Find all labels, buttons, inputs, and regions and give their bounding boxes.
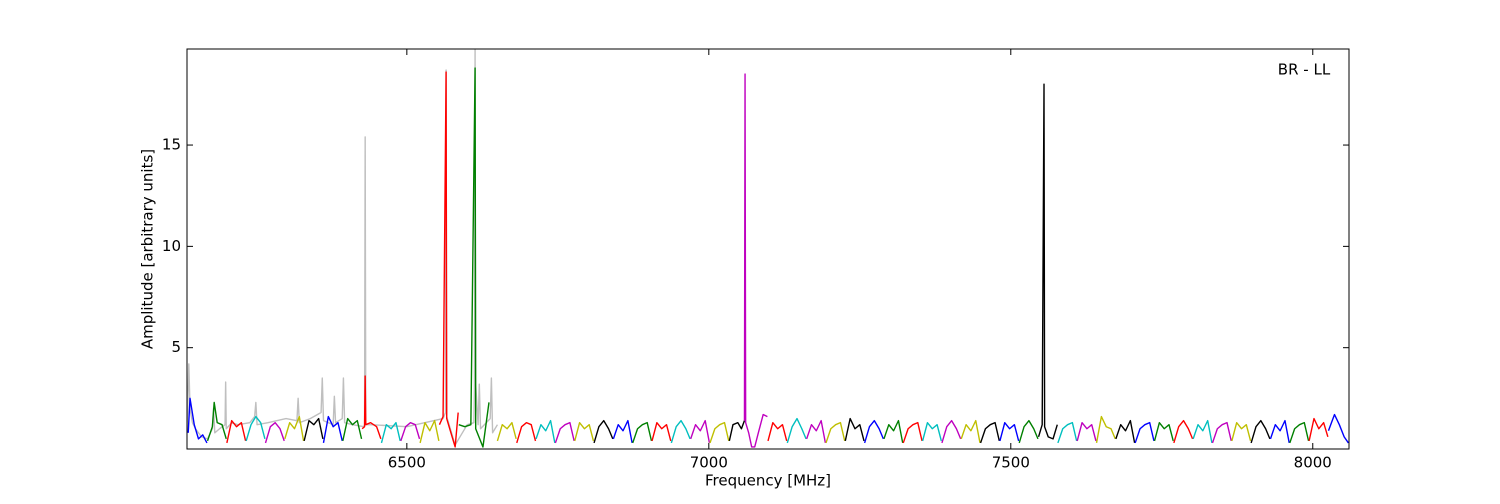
series-line	[863, 419, 884, 444]
series-line	[342, 417, 363, 442]
y-axis-label: Amplitude [arbitrary units]	[139, 149, 157, 349]
y-tick-label: 15	[162, 136, 181, 154]
series-line	[1269, 419, 1290, 444]
series-line	[805, 419, 827, 444]
series-line	[245, 415, 266, 442]
series-line	[496, 421, 517, 442]
x-tick-label: 8000	[1294, 454, 1332, 472]
series-line	[921, 421, 943, 442]
series-line	[612, 419, 633, 444]
series-line	[670, 419, 691, 444]
series-line	[322, 415, 343, 444]
series-line	[1037, 83, 1058, 440]
series-line	[690, 419, 711, 444]
series-line	[1250, 419, 1271, 444]
series-line	[1076, 421, 1097, 442]
series-line	[1173, 419, 1194, 444]
plot-area	[187, 49, 1349, 448]
series-line	[651, 421, 672, 442]
x-axis-label: Frequency [MHz]	[705, 472, 831, 490]
series-line	[535, 419, 556, 444]
series-line	[902, 421, 923, 444]
axes-frame	[186, 48, 1350, 450]
series-line	[1153, 421, 1174, 442]
series-line	[458, 67, 490, 448]
series-line	[419, 419, 440, 444]
series-line	[941, 419, 962, 444]
x-tick-label: 7000	[690, 454, 728, 472]
series-line	[400, 421, 421, 442]
series-line	[1134, 421, 1155, 444]
series-line	[743, 73, 768, 448]
series-line	[187, 397, 208, 444]
series-line	[1289, 421, 1310, 444]
series-line	[1192, 419, 1213, 444]
series-line	[979, 421, 1000, 444]
series-line	[999, 421, 1020, 442]
series-line	[303, 417, 324, 442]
x-tick-label: 6500	[388, 454, 426, 472]
y-tick-label: 10	[162, 237, 181, 255]
series-line	[883, 419, 904, 444]
series-line	[226, 419, 247, 444]
series-line	[632, 421, 653, 444]
y-tick-label: 5	[171, 338, 181, 356]
series-line	[554, 421, 575, 444]
series-line	[438, 71, 459, 448]
series-line	[1018, 419, 1039, 444]
series-line	[1057, 421, 1078, 444]
series-line	[264, 421, 285, 444]
series-line	[1095, 415, 1116, 444]
series-line	[187, 49, 499, 446]
series-line	[284, 415, 305, 442]
series-line	[1231, 421, 1252, 442]
series-line	[380, 421, 401, 444]
x-tick-label: 7500	[992, 454, 1030, 472]
series-line	[1115, 419, 1136, 444]
series-line	[206, 401, 227, 442]
series-line	[361, 375, 382, 440]
series-line	[574, 421, 595, 442]
series-line	[516, 421, 537, 444]
series-line	[844, 417, 865, 442]
series-line	[825, 421, 846, 444]
series-line	[960, 419, 981, 444]
series-line	[728, 420, 746, 442]
series-line	[593, 419, 614, 444]
series-line	[786, 417, 807, 444]
annotation: BR - LL	[1278, 61, 1331, 79]
series-line	[767, 421, 788, 442]
series-line	[1211, 421, 1232, 444]
series-line	[709, 421, 730, 444]
series-line	[1308, 417, 1329, 442]
series-line	[1327, 413, 1349, 444]
